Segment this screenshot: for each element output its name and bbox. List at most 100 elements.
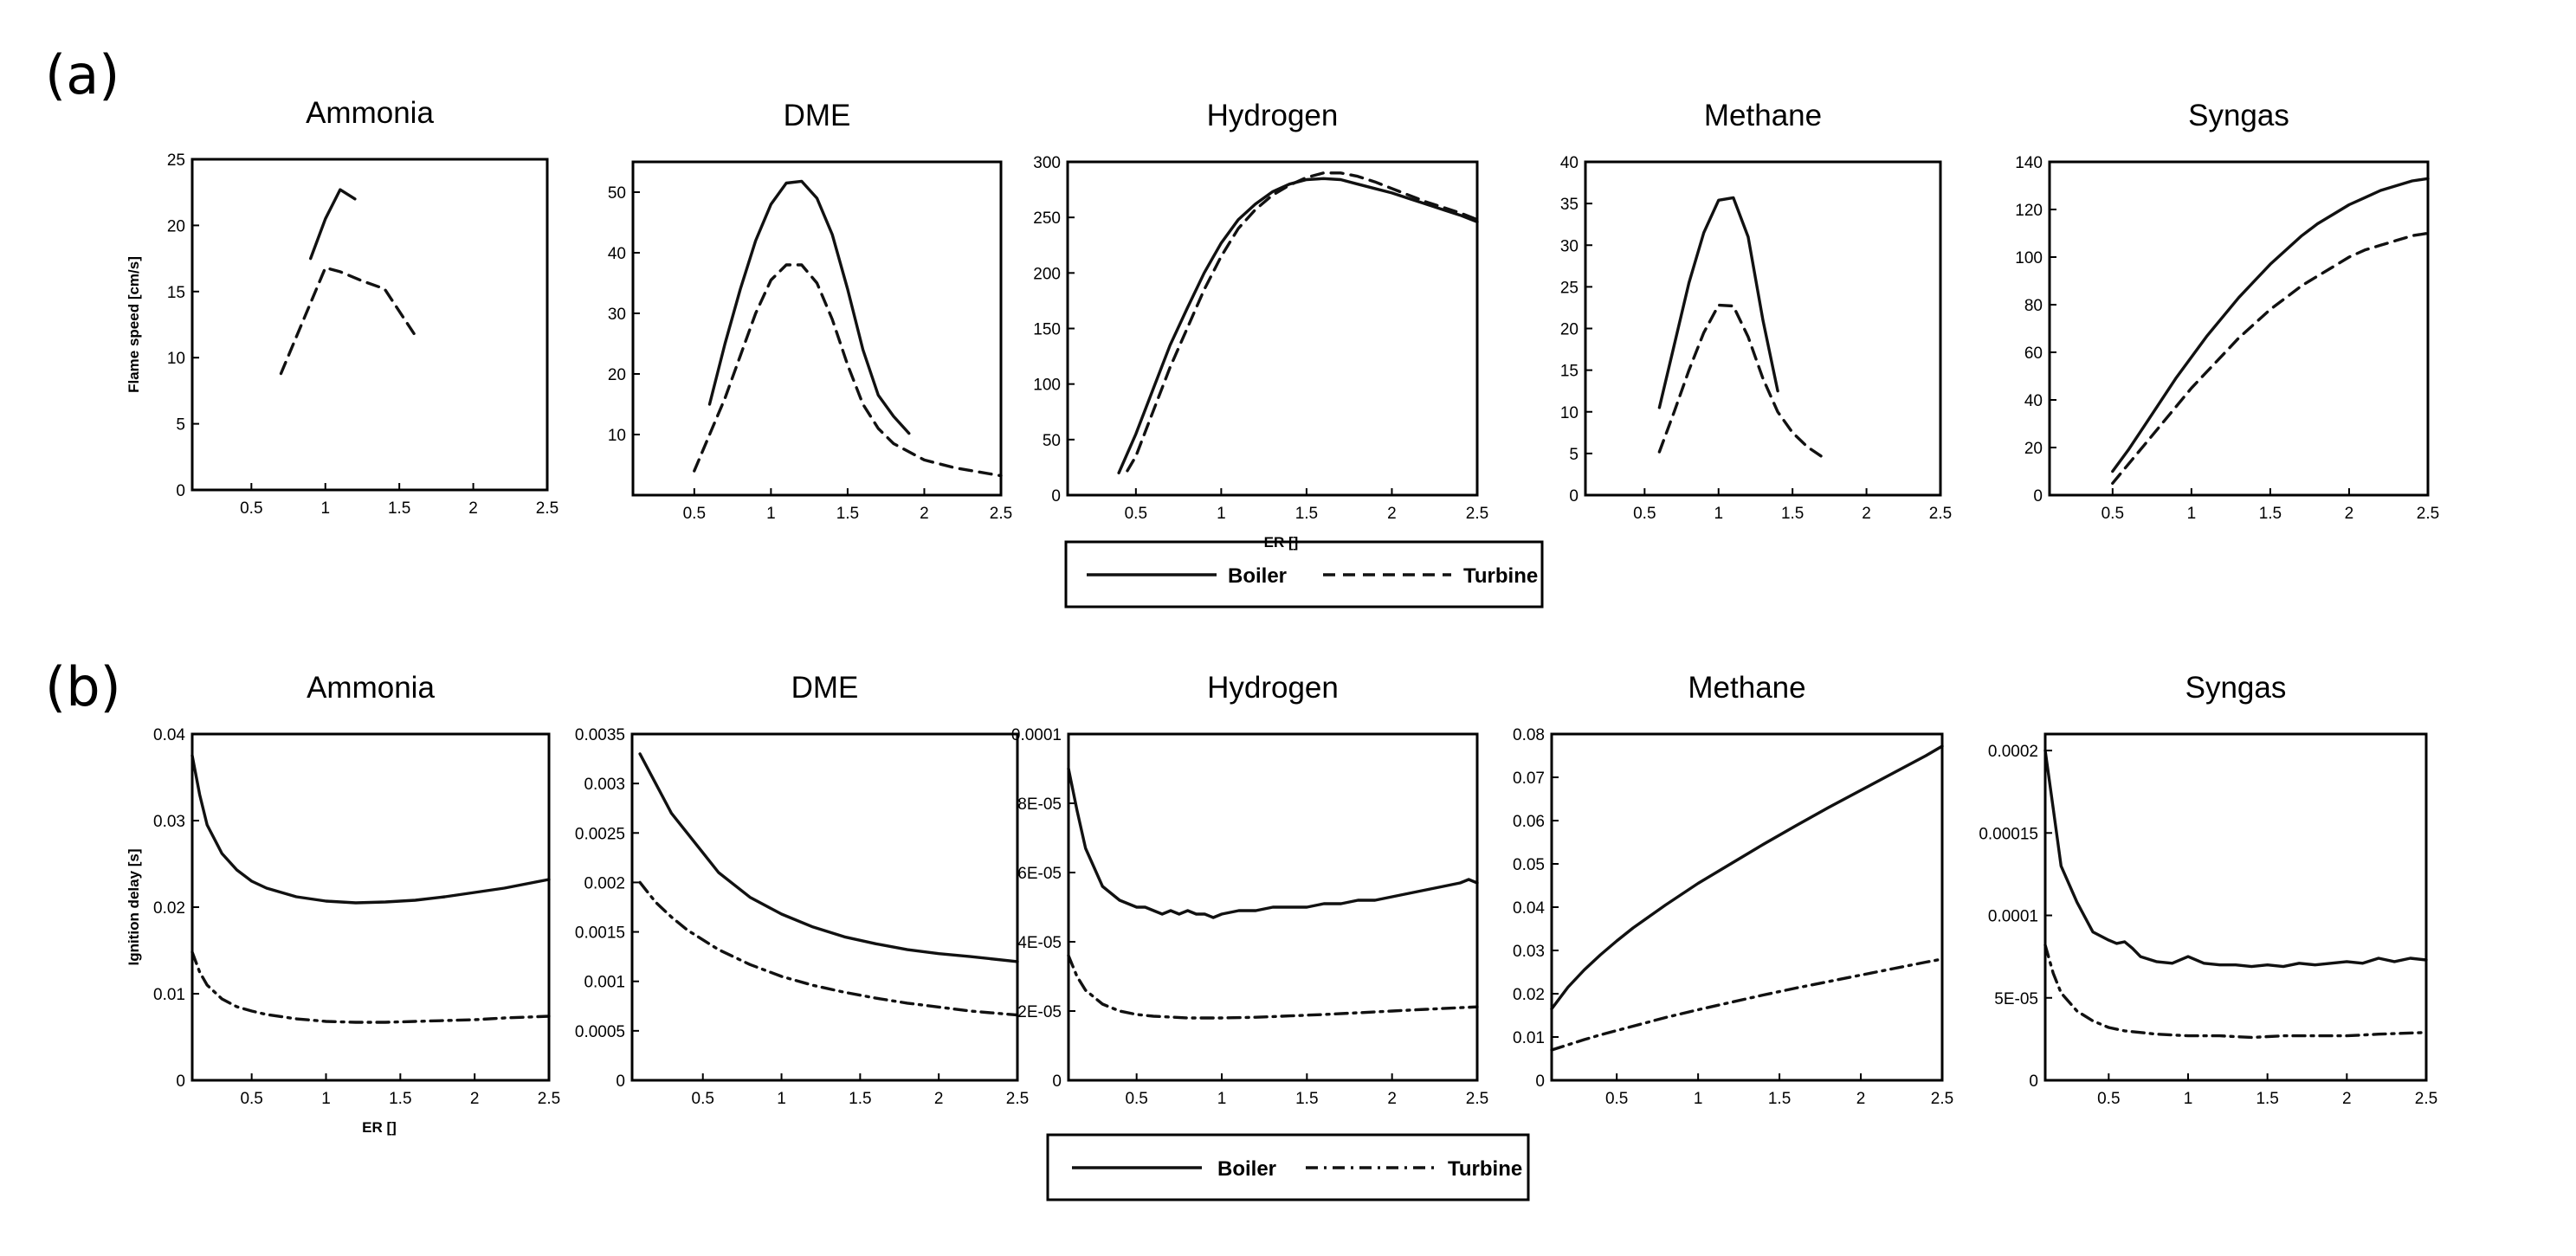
x-tick-label: 1.5 (1781, 505, 1804, 523)
x-tick-label: 2 (920, 505, 929, 523)
panel-b-chart-ammonia: Ammonia Ignition delay [s] ER [] 0.5 1 1.5 2 2.… (126, 671, 560, 1136)
panel-b: (b) (45, 655, 121, 718)
y-tick-label: 0 (1535, 1072, 1545, 1091)
x-tick-label: 2 (1862, 505, 1871, 523)
y-tick-label: 0 (176, 1072, 185, 1091)
y-axis-title: Flame speed [cm/s] (126, 256, 142, 393)
y-tick-label: 250 (1033, 209, 1061, 228)
x-tick-label: 1.5 (389, 1090, 411, 1108)
x-axis-title: ER [] (1264, 534, 1299, 551)
series-line-turbine (2043, 944, 2428, 1040)
y-tick-label: 5E-05 (1994, 990, 2038, 1008)
series-line-turbine (638, 880, 1019, 1017)
panel-a-chart-dme: DME 0.5 1 1.5 2 2.5 10 20 30 40 50 (608, 99, 1012, 523)
plot-area-frame (2048, 160, 2430, 497)
x-tick-label: 1.5 (1768, 1090, 1791, 1108)
x-tick-label: 1.5 (1295, 505, 1318, 523)
legend-label-boiler: Boiler (1217, 1157, 1276, 1181)
chart-title: Hydrogen (1207, 671, 1339, 705)
plot-area-frame (1066, 160, 1479, 497)
x-tick-label: 0.5 (1633, 505, 1656, 523)
panel-a-chart-syngas: Syngas 0.5 1 1.5 2 2.5 0 20 40 60 80 100 120 140 (2015, 99, 2439, 523)
series-line-boiler (1550, 744, 1944, 1011)
x-tick-label: 1 (1217, 1090, 1227, 1108)
plot-area-frame (630, 732, 1019, 1082)
panel-a-chart-hydrogen: Hydrogen ER [] 0.5 1 1.5 2 2.5 0 50 100 150 200 250 3… (1033, 99, 1488, 551)
y-tick-label: 20 (167, 217, 185, 235)
panel-a-chart-ammonia: Ammonia Flame speed [cm/s] 0.5 1 1.5 2 2.5 0 5 10… (126, 96, 558, 518)
plot-area-frame (190, 158, 549, 492)
y-tick-label: 0.06 (1513, 813, 1545, 831)
y-tick-label: 0.04 (153, 726, 185, 744)
y-tick-label: 0.08 (1513, 726, 1545, 744)
x-tick-label: 0.5 (240, 499, 262, 518)
y-tick-label: 0.0025 (575, 825, 625, 843)
y-tick-label: 0.0015 (575, 924, 625, 943)
y-tick-label: 0 (1569, 487, 1579, 506)
y-tick-label: 0.00015 (1979, 825, 2038, 843)
y-tick-label: 20 (608, 366, 626, 384)
x-tick-label: 0.5 (2097, 1090, 2120, 1108)
y-tick-label: 10 (608, 427, 626, 445)
chart-title: Syngas (2188, 99, 2289, 132)
x-tick-label: 0.5 (240, 1090, 262, 1108)
chart-title: Ammonia (307, 671, 435, 705)
y-tick-label: 25 (1560, 279, 1579, 297)
y-tick-label: 40 (608, 245, 626, 263)
x-tick-label: 1 (321, 1090, 331, 1108)
x-tick-label: 1.5 (2259, 505, 2282, 523)
y-tick-label: 60 (2024, 345, 2043, 363)
series-line-boiler (707, 179, 911, 435)
y-tick-label: 0.02 (1513, 986, 1545, 1004)
y-tick-label: 20 (1560, 321, 1579, 339)
plot-area-frame (1584, 160, 1942, 497)
y-tick-label: 300 (1033, 154, 1061, 172)
series-line-turbine (190, 950, 551, 1024)
y-axis-title: Ignition delay [s] (126, 848, 142, 965)
x-tick-label: 0.5 (1125, 505, 1147, 523)
chart-title: Methane (1704, 99, 1822, 132)
y-tick-label: 80 (2024, 297, 2043, 315)
series-line-turbine (1550, 957, 1944, 1052)
y-tick-label: 0.0001 (1988, 908, 2038, 926)
y-tick-label: 15 (167, 284, 185, 302)
panel-b-chart-hydrogen: Hydrogen 0.5 1 1.5 2 2.5 0 2E-05 4E-05 6E-05 8E-05… (1011, 671, 1488, 1108)
y-tick-label: 8E-05 (1017, 795, 1062, 814)
y-tick-label: 50 (608, 184, 626, 203)
y-tick-label: 10 (167, 350, 185, 368)
x-tick-label: 2.5 (1931, 1090, 1953, 1108)
y-tick-label: 35 (1560, 196, 1579, 214)
x-tick-label: 1.5 (836, 505, 859, 523)
series-line-boiler (2043, 749, 2428, 969)
x-tick-label: 2.5 (536, 499, 558, 518)
y-tick-label: 0.03 (153, 813, 185, 831)
x-tick-label: 1 (2184, 1090, 2193, 1108)
y-tick-label: 0 (2033, 487, 2043, 506)
legend-label-turbine: Turbine (1463, 564, 1538, 588)
x-axis-title: ER [] (362, 1119, 397, 1136)
panel-b-chart-dme: DME 0.5 1 1.5 2 2.5 0 0.0005 0.001 0.0015 0.002 0.0… (575, 671, 1029, 1108)
y-tick-label: 0 (176, 482, 185, 500)
x-tick-label: 0.5 (2101, 505, 2124, 523)
y-tick-label: 0 (1051, 487, 1061, 506)
series-line-turbine (1657, 303, 1824, 459)
chart-title: Syngas (2185, 671, 2287, 705)
x-tick-label: 1 (2187, 505, 2197, 523)
y-tick-label: 15 (1560, 363, 1579, 381)
y-tick-label: 0.04 (1513, 899, 1545, 918)
y-tick-label: 150 (1033, 321, 1061, 339)
panel-b-chart-syngas: Syngas 0.5 1 1.5 2 2.5 0 5E-05 0.0001 0.00015 0.00… (1979, 671, 2437, 1108)
x-tick-label: 2 (934, 1090, 944, 1108)
x-tick-label: 1 (320, 499, 330, 518)
x-tick-label: 1 (1694, 1090, 1703, 1108)
y-tick-label: 30 (608, 306, 626, 324)
y-tick-label: 40 (1560, 154, 1579, 172)
x-tick-label: 1.5 (388, 499, 410, 518)
series-line-boiler (309, 188, 357, 261)
series-line-turbine (279, 266, 416, 376)
y-tick-label: 0.003 (584, 776, 625, 794)
series-line-boiler (1657, 196, 1779, 409)
panel-a-label: (a) (45, 43, 119, 106)
